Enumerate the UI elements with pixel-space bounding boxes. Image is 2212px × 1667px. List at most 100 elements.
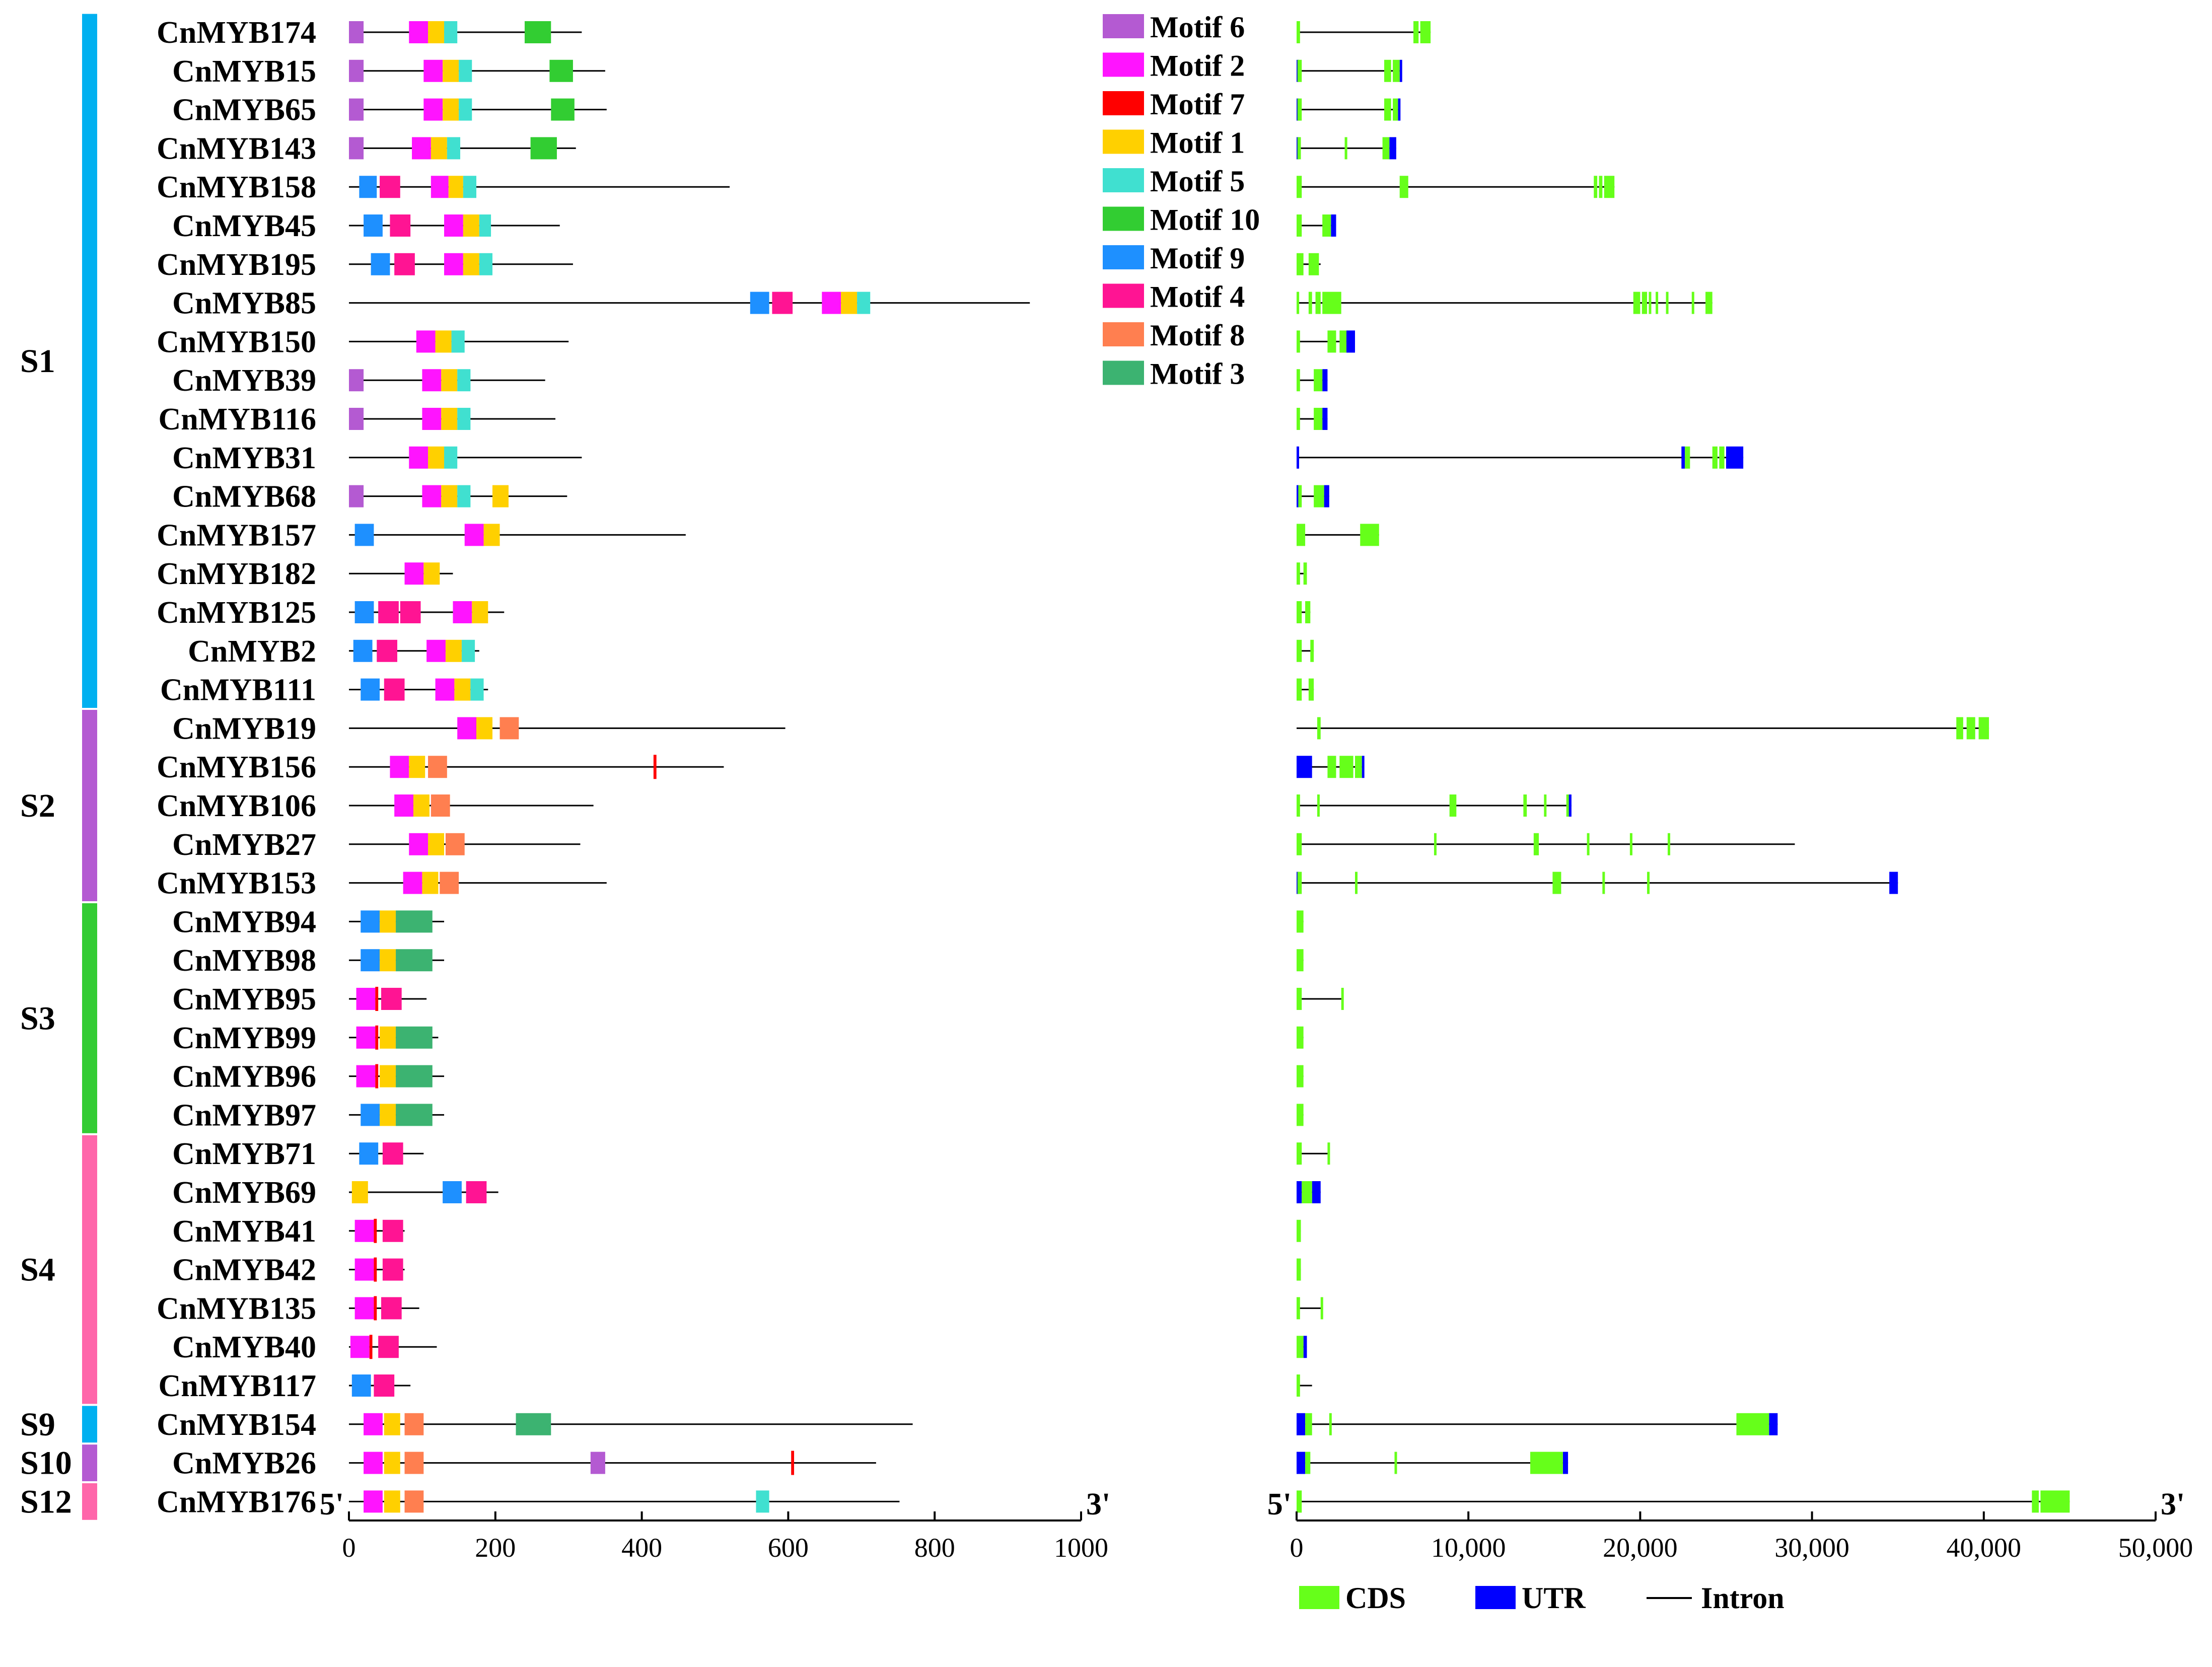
motif-box-motif-1	[384, 1490, 400, 1513]
motif-box-motif-2	[431, 176, 449, 198]
legend-label-motif-10: Motif 10	[1150, 203, 1260, 237]
motif-box-motif-1	[384, 1452, 400, 1474]
utr-block	[1562, 1452, 1568, 1474]
motif-box-motif-1	[380, 949, 396, 972]
motif-box-motif-1	[435, 330, 452, 353]
cds-block	[1297, 1258, 1301, 1281]
legend-label-utr: UTR	[1522, 1581, 1586, 1615]
motif-box-motif-9	[353, 639, 373, 662]
motif-box-motif-5	[756, 1490, 769, 1513]
motif-box-motif-1	[441, 408, 458, 430]
cds-block	[1329, 1413, 1332, 1435]
motif-box-motif-5	[457, 485, 471, 508]
motif-axis-tick-label: 200	[475, 1533, 516, 1563]
legend-swatch-motif-1	[1103, 129, 1144, 154]
cds-block	[1394, 1452, 1397, 1474]
cds-block	[1399, 176, 1408, 198]
group-bar-s10	[82, 1444, 97, 1481]
cds-block	[1297, 1336, 1304, 1358]
gene-name: CnMYB94	[172, 905, 316, 939]
gene-name: CnMYB176	[157, 1485, 316, 1519]
cds-block	[1666, 292, 1669, 314]
legend-label-intron: Intron	[1701, 1581, 1785, 1615]
motif-axis-tick-label: 600	[768, 1533, 809, 1563]
cds-block	[1297, 1065, 1304, 1088]
utr-block	[1297, 446, 1299, 469]
group-label-s1: S1	[20, 343, 55, 380]
cds-block	[1297, 872, 1302, 894]
motif-box-motif-2	[354, 1219, 374, 1242]
utr-block	[1303, 1336, 1307, 1358]
cds-block	[1642, 292, 1648, 314]
motif-box-motif-4	[382, 1142, 403, 1165]
gene-name: CnMYB153	[157, 866, 316, 901]
motif-box-motif-9	[361, 910, 380, 933]
group-label-s12: S12	[20, 1483, 72, 1520]
motif-box-motif-4	[390, 214, 411, 237]
cds-block	[1297, 562, 1300, 585]
motif-box-motif-2	[364, 1452, 383, 1474]
motif-box-motif-1	[492, 485, 509, 508]
legend-swatch-motif-8	[1103, 322, 1144, 346]
motif-box-motif-6	[590, 1452, 605, 1474]
gene-name: CnMYB27	[172, 828, 316, 862]
group-bar-s3	[82, 903, 97, 1133]
motif-box-motif-6	[349, 485, 364, 508]
cds-block	[1297, 253, 1304, 275]
motif-box-motif-7	[375, 1064, 379, 1089]
motif-box-motif-7	[369, 1335, 373, 1359]
cds-block	[1355, 756, 1362, 778]
motif-box-motif-5	[459, 59, 472, 82]
motif-box-motif-3	[396, 1026, 433, 1049]
motif-box-motif-3	[396, 910, 433, 933]
motif-box-motif-5	[461, 639, 475, 662]
utr-block	[1322, 369, 1328, 392]
motif-box-motif-2	[464, 524, 484, 546]
utr-block	[1362, 756, 1365, 778]
gene-name: CnMYB96	[172, 1060, 316, 1094]
cds-block	[1629, 833, 1632, 855]
cds-block	[1308, 292, 1312, 314]
cds-block	[1297, 833, 1302, 855]
legend-label-motif-6: Motif 6	[1150, 11, 1245, 44]
motif-box-motif-1	[428, 446, 445, 469]
motif-box-motif-1	[380, 1026, 396, 1049]
legend-label-motif-1: Motif 1	[1150, 126, 1245, 160]
motif-box-motif-2	[350, 1336, 370, 1358]
gene-name: CnMYB71	[172, 1137, 316, 1171]
utr-block	[1297, 756, 1312, 778]
gene-name: CnMYB154	[157, 1408, 316, 1442]
motif-axis-tick-label: 800	[914, 1533, 955, 1563]
cds-block	[1298, 485, 1302, 508]
legend-label-motif-4: Motif 4	[1150, 280, 1245, 314]
motif-box-motif-6	[349, 21, 364, 43]
motif-box-motif-5	[459, 98, 472, 121]
motif-box-motif-6	[349, 137, 364, 160]
gene-name: CnMYB150	[157, 325, 316, 359]
cds-block	[1633, 292, 1640, 314]
gene-axis-tick-label: 0	[1290, 1533, 1304, 1563]
motif-box-motif-2	[390, 756, 409, 778]
cds-block	[1656, 292, 1659, 314]
motif-box-motif-4	[382, 1219, 403, 1242]
motif-box-motif-2	[423, 59, 443, 82]
motif-box-motif-9	[371, 253, 390, 275]
cds-block	[1297, 1219, 1301, 1242]
cds-block	[1339, 330, 1346, 353]
gene-axis-tick-label: 50,000	[2118, 1533, 2193, 1563]
utr-block	[1297, 485, 1299, 508]
motif-box-motif-4	[381, 988, 402, 1010]
cds-block	[1355, 872, 1358, 894]
motif-box-motif-7	[374, 1296, 377, 1321]
motif-box-motif-9	[750, 292, 769, 314]
cds-block	[1360, 524, 1379, 546]
motif-box-motif-2	[453, 601, 472, 623]
motif-box-motif-8	[500, 717, 519, 740]
cds-block	[1599, 176, 1603, 198]
motif-box-motif-1	[476, 717, 492, 740]
legend-swatch-motif-4	[1103, 283, 1144, 308]
cds-block	[1719, 446, 1725, 469]
motif-box-motif-7	[791, 1451, 795, 1475]
gene-name: CnMYB69	[172, 1176, 316, 1210]
